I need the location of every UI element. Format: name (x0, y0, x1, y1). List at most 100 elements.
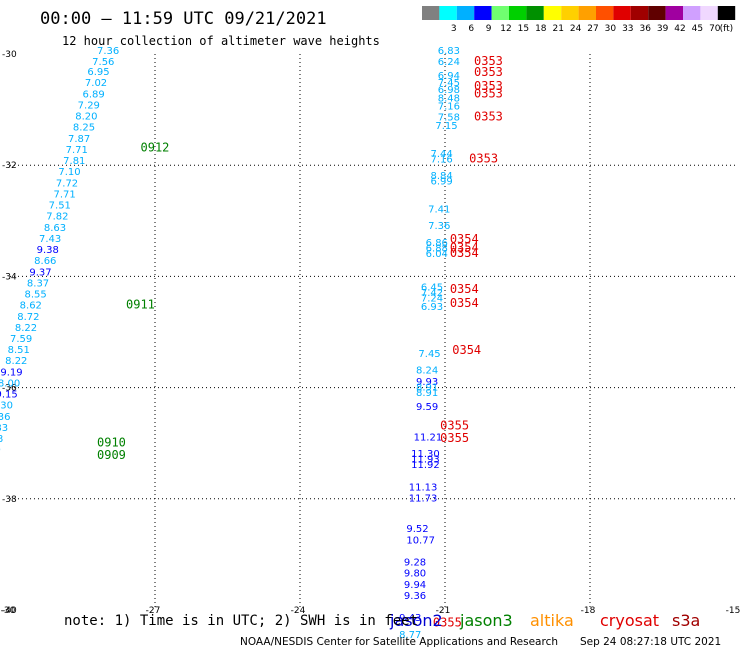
x-tick-label: -27 (146, 606, 161, 616)
x-tick-label: -15 (726, 606, 740, 616)
color-scale-unit: (ft) (720, 24, 734, 34)
swh-value-jason2: 6.83 (438, 46, 460, 57)
y-tick-label: -30 (2, 50, 17, 60)
color-scale-label: 36 (639, 24, 651, 34)
swh-value-jason3: 7.71 (54, 189, 76, 200)
pass-time-cryosat: 0353 (474, 54, 503, 68)
swh-value-jason2: 6.88 (426, 243, 448, 254)
chart-subtitle: 12 hour collection of altimeter wave hei… (62, 34, 380, 48)
swh-value-jason3: 8.63 (44, 223, 66, 234)
swh-value-jason2: 6.98 (438, 85, 460, 96)
swh-value-jason3: 7.82 (46, 212, 68, 223)
swh-value-jason3: 8.22 (5, 356, 27, 367)
x-tick-label: -30 (1, 606, 16, 616)
swh-value-jason2: 7.44 (431, 149, 453, 160)
swh-value-jason2: 8.91 (416, 388, 438, 399)
swh-value-jason3: 7.59 (10, 334, 32, 345)
swh-value-jason3: 8.51 (8, 345, 30, 356)
swh-value-jason3: 7.08 (0, 434, 3, 445)
color-swatch (561, 6, 579, 20)
color-swatch (648, 6, 666, 20)
pass-time-jason3: 0909 (97, 448, 126, 462)
chart-title: 00:00 – 11:59 UTC 09/21/2021 (40, 9, 327, 29)
swh-value-jason3: 8.00 (0, 378, 20, 389)
y-tick-label: -32 (2, 161, 17, 171)
timestamp-text: Sep 24 08:27:18 UTC 2021 (580, 636, 721, 648)
credit-text: NOAA/NESDIS Center for Satellite Applica… (240, 636, 558, 648)
swh-value-jason2: 6.94 (438, 71, 460, 82)
swh-value-jason2: 7.45 (438, 78, 460, 89)
pass-time-cryosat: 0353 (474, 65, 503, 79)
legend-jason2: jason2 (389, 611, 443, 630)
swh-value-jason3: 8.62 (20, 301, 42, 312)
color-swatch (439, 6, 457, 20)
swh-value-jason2: 7.41 (428, 204, 450, 215)
swh-value-jason3: 9.19 (0, 367, 22, 378)
swh-value-jason2: 11.93 (411, 455, 440, 466)
swh-value-jason2: 9.93 (416, 377, 438, 388)
swh-value-jason3: 7.51 (49, 201, 71, 212)
pass-time-cryosat: 0355 (440, 431, 469, 445)
color-swatch (509, 6, 527, 20)
note-text: note: 1) Time is in UTC; 2) SWH is in fe… (64, 613, 418, 629)
satellite-legend: jason2 jason3 altika cryosat s3a (389, 611, 700, 630)
swh-value-jason3: 7.02 (85, 78, 107, 89)
color-scale-label: 15 (518, 24, 529, 34)
legend-cryosat: cryosat (600, 611, 659, 630)
color-swatch (630, 6, 649, 20)
x-tick-label: -21 (436, 606, 451, 616)
swh-value-jason2: 8.24 (416, 366, 438, 377)
swh-value-jason2: 11.73 (409, 494, 438, 505)
color-scale-label: 70 (709, 24, 721, 34)
color-scale-label: 30 (605, 24, 617, 34)
color-scale-label: 9 (486, 24, 492, 34)
swh-value-jason2: 7.16 (438, 102, 460, 113)
swh-value-jason2: 9.59 (416, 402, 438, 413)
swh-value-jason2: 9.52 (406, 524, 428, 535)
swh-value-jason2: 6.99 (431, 177, 453, 188)
swh-value-jason2: 7.58 (438, 113, 460, 124)
swh-value-jason2: 6.04 (426, 249, 448, 260)
swh-value-jason3: 6.95 (87, 67, 109, 78)
swh-value-jason2: 6.45 (421, 282, 443, 293)
color-swatch (665, 6, 683, 20)
swh-value-jason3: 7.83 (0, 423, 8, 434)
swh-value-jason2: 11.92 (411, 460, 440, 471)
swh-value-jason3: 7.71 (66, 145, 88, 156)
color-scale-label: 42 (674, 24, 685, 34)
color-scale-label: 24 (570, 24, 582, 34)
swh-value-jason3: 8.72 (17, 312, 39, 323)
color-swatch (613, 6, 631, 20)
swh-value-jason2: 8.91 (416, 382, 438, 393)
color-scale-label: 21 (552, 24, 563, 34)
legend-altika: altika (530, 611, 574, 630)
pass-time-cryosat: 0353 (474, 79, 503, 93)
color-swatch (526, 6, 544, 20)
swh-value-jason3: 7.36 (97, 46, 119, 57)
color-swatch (456, 6, 475, 20)
swh-value-jason3: 7.29 (78, 100, 100, 111)
color-swatch (491, 6, 509, 20)
color-scale-label: 3 (451, 24, 457, 34)
swh-value-jason3: 9.38 (37, 245, 59, 256)
swh-value-jason3: 8.37 (27, 278, 49, 289)
swh-value-jason3: 8.20 (75, 112, 97, 123)
color-swatch (717, 6, 736, 20)
pass-time-jason3: 0911 (126, 298, 155, 312)
x-tick-label: -24 (291, 606, 306, 616)
pass-time-cryosat: 0355 (440, 418, 469, 432)
y-tick-label: -34 (2, 272, 17, 282)
swh-value-jason2: 11.30 (411, 449, 440, 460)
legend-jason3: jason3 (459, 611, 513, 630)
swh-value-jason3: 7.43 (39, 234, 61, 245)
color-scale-label: 27 (587, 24, 598, 34)
color-scale-label: 33 (622, 24, 633, 34)
swh-value-jason2: 10.77 (406, 535, 435, 546)
color-swatch (422, 6, 440, 20)
swh-value-jason2: 11.13 (409, 482, 438, 493)
color-scale-label: 39 (657, 24, 669, 34)
color-swatch (578, 6, 596, 20)
swh-value-jason2: 8.77 (399, 630, 421, 641)
color-scale-label: 18 (535, 24, 547, 34)
color-swatch (543, 6, 562, 20)
